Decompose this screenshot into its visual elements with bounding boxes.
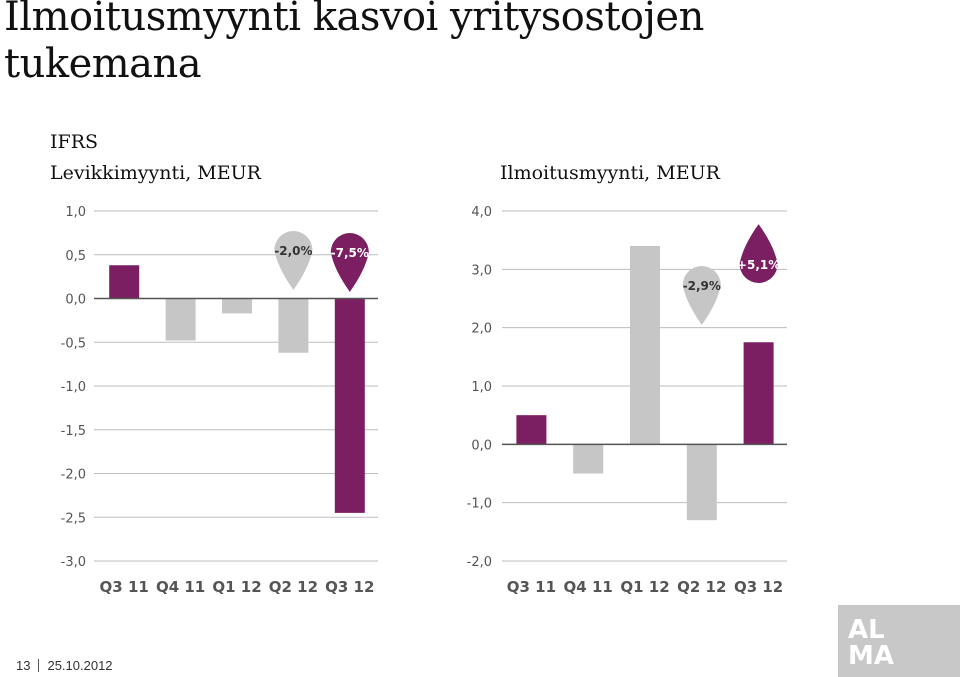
x-tick-label: Q2 12 (677, 578, 726, 596)
bar (278, 298, 309, 353)
x-tick-label: Q1 12 (620, 578, 669, 596)
y-tick-label: -3,0 (61, 555, 86, 570)
logo-line1: AL (848, 615, 885, 645)
y-tick-label: -2,5 (61, 511, 86, 526)
x-tick-label: Q1 12 (212, 578, 261, 596)
bar (743, 342, 774, 445)
ifrs-label: IFRS (50, 131, 99, 153)
y-tick-label: 0,0 (471, 438, 492, 453)
y-tick-label: 0,5 (65, 249, 86, 264)
y-tick-label: -1,0 (467, 497, 492, 512)
y-tick-label: 2,0 (471, 322, 492, 337)
footer: 13 25.10.2012 (16, 658, 113, 673)
bar (573, 444, 604, 474)
x-tick-label: Q3 12 (325, 578, 374, 596)
bar (516, 415, 547, 445)
bar (630, 246, 660, 445)
footer-date: 25.10.2012 (47, 658, 113, 673)
bar (109, 265, 140, 299)
annotation-drop (330, 233, 369, 292)
annotation-label: -7,5% (331, 246, 369, 260)
annotation-drop (274, 231, 313, 290)
y-tick-label: -1,5 (61, 424, 86, 439)
chart-title-left: Levikkimyynti, MEUR (50, 162, 261, 184)
annotation-drop (682, 266, 721, 325)
logo-line2: MA (848, 641, 894, 671)
x-tick-label: Q3 11 (100, 578, 149, 596)
chart-title-right: Ilmoitusmyynti, MEUR (500, 162, 720, 184)
footer-divider (38, 659, 40, 672)
bar (334, 298, 365, 513)
annotation-drop (739, 224, 778, 283)
y-tick-label: 1,0 (65, 205, 86, 220)
alma-logo: AL MA (838, 605, 960, 677)
x-tick-label: Q2 12 (269, 578, 318, 596)
annotation-label: +5,1% (737, 258, 780, 272)
bar (222, 298, 252, 314)
y-tick-label: -2,0 (61, 468, 86, 483)
bar (165, 298, 196, 341)
page-number: 13 (16, 658, 31, 673)
y-tick-label: -1,0 (61, 380, 86, 395)
y-tick-label: 4,0 (471, 205, 492, 220)
slide-title: Ilmoitusmyynti kasvoi yritysostojen tuke… (4, 0, 704, 87)
x-tick-label: Q3 12 (734, 578, 783, 596)
y-tick-label: 0,0 (65, 293, 86, 308)
y-tick-label: 1,0 (471, 380, 492, 395)
x-tick-label: Q3 11 (507, 578, 556, 596)
x-tick-label: Q4 11 (564, 578, 613, 596)
y-tick-label: -0,5 (61, 336, 86, 351)
y-tick-label: -2,0 (467, 555, 492, 570)
x-tick-label: Q4 11 (156, 578, 205, 596)
annotation-label: -2,9% (683, 279, 721, 293)
annotation-label: -2,0% (274, 244, 312, 258)
y-tick-label: 3,0 (471, 263, 492, 278)
bar (686, 444, 717, 521)
